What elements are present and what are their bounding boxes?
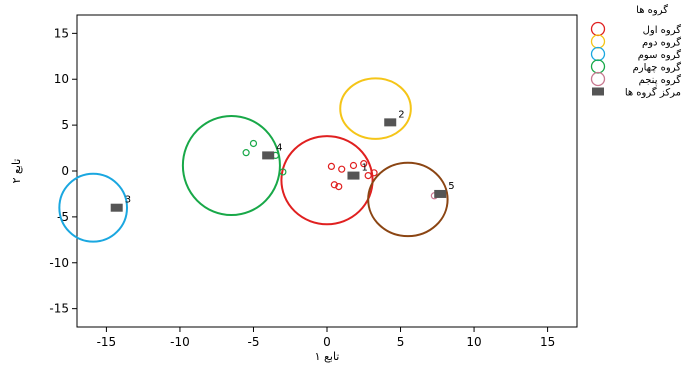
legend-marker <box>590 46 606 62</box>
legend-marker <box>590 34 606 49</box>
data-point-group-1 <box>338 165 346 173</box>
data-point-group-1 <box>335 183 343 191</box>
y-tick-label: -15 <box>49 302 69 316</box>
x-tick-label: -15 <box>97 335 117 349</box>
centroid-label: 3 <box>125 195 131 206</box>
legend-marker <box>590 71 606 87</box>
x-tick-label: 0 <box>323 335 331 349</box>
group-region-2 <box>339 77 412 140</box>
group-region-5 <box>367 161 449 238</box>
centroid-marker <box>434 189 447 198</box>
plot-frame <box>76 14 578 328</box>
centroid-label: 4 <box>276 142 282 153</box>
y-tick-label: -5 <box>57 210 69 224</box>
legend-label: گروه چهارم <box>633 62 682 74</box>
x-tick-label: 5 <box>397 335 405 349</box>
group-region-3 <box>58 172 128 243</box>
legend-marker <box>592 87 604 96</box>
y-tick-label: -10 <box>49 256 69 270</box>
centroid-marker <box>262 151 275 160</box>
data-point-group-1 <box>349 161 358 170</box>
centroid-label: 2 <box>398 109 404 120</box>
legend-label: مرکز گروه ها <box>625 87 681 99</box>
x-tick-label: 10 <box>466 335 481 349</box>
y-tick-label: 10 <box>54 72 69 86</box>
x-tick-label: -5 <box>247 335 259 349</box>
data-point-group-1 <box>330 181 338 189</box>
data-point-group-1 <box>364 171 372 180</box>
y-axis: 15 10 5 0 -5 -10 -15 <box>49 26 77 316</box>
x-tick-label: -10 <box>170 335 190 349</box>
data-point-group-4 <box>249 139 258 148</box>
legend-marker <box>590 59 606 74</box>
legend-title: گروه ها <box>636 4 668 16</box>
centroid-marker <box>384 118 397 127</box>
y-tick-label: 0 <box>61 164 69 178</box>
data-point-group-4 <box>279 168 287 176</box>
group-centroids: 1 2 3 4 5 <box>110 109 455 212</box>
group-region-1 <box>280 135 374 226</box>
legend-label: گروه دوم <box>642 37 681 49</box>
group-regions <box>58 77 449 243</box>
data-point-group-1 <box>370 169 378 177</box>
data-point-group-1 <box>327 162 336 171</box>
legend-label: گروه اول <box>643 24 682 36</box>
centroid-label: 5 <box>448 181 454 192</box>
centroid-marker <box>110 203 123 212</box>
y-tick-label: 15 <box>54 26 69 40</box>
x-axis-title: تابع ۱ <box>315 350 340 363</box>
group-region-4 <box>181 114 281 217</box>
y-tick-label: 5 <box>61 118 69 132</box>
legend-label: گروه سوم <box>638 49 682 61</box>
centroid-label: 1 <box>361 163 367 174</box>
legend-label: گروه پنجم <box>639 74 682 86</box>
y-axis-title: تابع ۲ <box>10 159 23 184</box>
x-tick-label: 15 <box>540 335 555 349</box>
centroid-marker <box>347 171 360 180</box>
data-point-group-1 <box>360 160 368 168</box>
x-axis: -15 -10 -5 0 5 10 15 <box>97 327 555 349</box>
data-point-group-4 <box>242 149 250 157</box>
legend-marker <box>590 21 606 37</box>
